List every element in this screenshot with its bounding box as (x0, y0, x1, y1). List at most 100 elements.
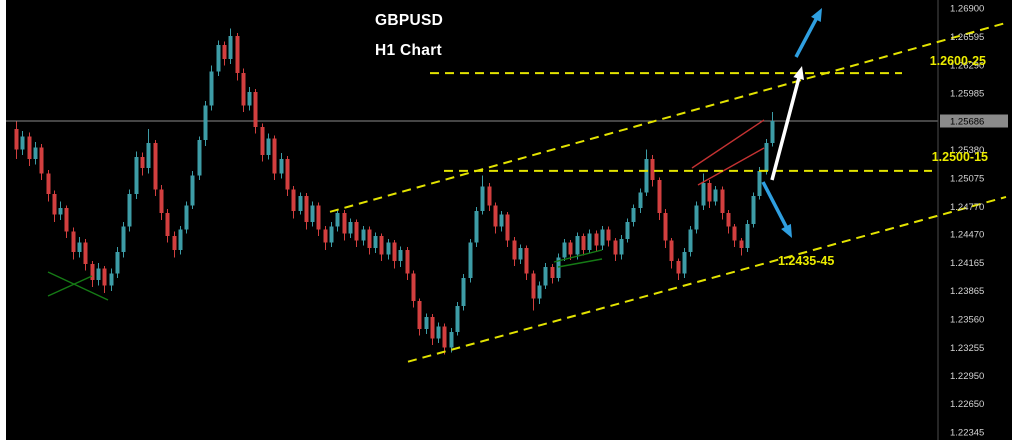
candle-body (354, 222, 359, 241)
candle-body (505, 214, 510, 241)
price-axis-label: 1.23865 (950, 286, 984, 297)
candle-body (543, 266, 548, 286)
projection-up-white-arrow-head (793, 66, 805, 80)
candle-body (386, 242, 391, 255)
candle-body (335, 212, 340, 227)
candle-body (27, 136, 32, 159)
candle-body (568, 242, 573, 255)
candle-body (96, 268, 101, 280)
target-zone-label: 1.2435-45 (778, 254, 835, 268)
resistance-zone-label: 1.2600-25 (929, 54, 986, 68)
candle-body (720, 189, 725, 213)
candle-body (33, 147, 38, 159)
candle-body (631, 208, 636, 223)
candle-body (581, 236, 586, 251)
candle-body (411, 273, 416, 302)
candle-body (127, 194, 132, 227)
candle-body (178, 229, 183, 251)
candle-body (115, 251, 120, 274)
candle-body (764, 142, 769, 171)
candle-body (562, 242, 567, 258)
chart-title: GBPUSD H1 Chart (375, 6, 443, 66)
candle-body (694, 205, 699, 230)
bid-price-label: 1.25686 (950, 116, 984, 127)
candle-body (373, 236, 378, 249)
candle-body (405, 250, 410, 274)
annotation-line (697, 147, 765, 186)
candle-body (247, 91, 252, 106)
candle-body (241, 73, 246, 106)
candle-body (83, 242, 88, 264)
candle-body (575, 236, 580, 255)
annotation-line (553, 249, 603, 263)
candle-body (71, 231, 76, 252)
channel-upper-line (329, 21, 1007, 213)
candle-body (518, 248, 523, 260)
candle-body (260, 127, 265, 156)
candle-body (606, 229, 611, 241)
candle-body (348, 222, 353, 234)
candle-body (537, 285, 542, 299)
candle-body (556, 257, 561, 278)
candle-body (329, 226, 334, 243)
candle-body (228, 35, 233, 60)
candle-body (367, 229, 372, 249)
candle-body (266, 138, 271, 156)
price-axis-label: 1.22650 (950, 399, 984, 410)
candle-body (449, 331, 454, 348)
candle-body (159, 189, 164, 213)
candle-body (20, 136, 25, 150)
annotation-line (691, 119, 765, 169)
candle-body (461, 277, 466, 306)
candle-body (474, 210, 479, 243)
candle-body (707, 182, 712, 202)
candle-body (657, 180, 662, 213)
candle-body (531, 273, 536, 299)
candle-body (222, 45, 227, 60)
pattern-annotations (47, 119, 765, 301)
price-axis-label: 1.23255 (950, 343, 984, 354)
candle-body (550, 266, 555, 278)
chart-symbol: GBPUSD (375, 12, 444, 29)
candle-body (587, 233, 592, 251)
candle-body (279, 158, 284, 174)
candle-body (310, 205, 315, 223)
candle-body (701, 182, 706, 206)
chart-timeframe: H1 Chart (375, 42, 442, 59)
candle-body (298, 196, 303, 211)
candle-body (619, 238, 624, 255)
candle-body (52, 194, 57, 215)
candle-body (487, 186, 492, 206)
breakout-up-blue-arrow-shaft (794, 16, 819, 58)
candle-body (39, 147, 44, 174)
chart-canvas[interactable]: 1.269001.265951.262901.259851.253801.250… (6, 0, 1012, 440)
chart-window: 1.26900 1.26595 1.26290 1.25985 1.25380 1.250… (6, 0, 1012, 440)
price-axis[interactable]: 1.26900 1.26595 1.26290 1.25985 1.25380 1.250… (940, 4, 1008, 439)
candle-body (600, 229, 605, 246)
candle-body (253, 91, 258, 128)
annotation-line (47, 271, 109, 301)
candle-body (235, 35, 240, 74)
candle-body (688, 229, 693, 252)
candle-body (153, 142, 158, 190)
candle-body (272, 138, 277, 174)
candle-body (480, 186, 485, 211)
candle-body (14, 129, 19, 150)
price-axis-label: 1.24470 (950, 230, 984, 241)
candle-body (140, 156, 145, 169)
candle-body (455, 305, 460, 332)
candle-body (323, 229, 328, 243)
candle-body (197, 140, 202, 176)
candle-body (524, 248, 529, 274)
candle-body (121, 226, 126, 252)
price-axis-label: 1.25985 (950, 89, 984, 100)
candle-body (58, 208, 63, 215)
candle-body (625, 222, 630, 239)
candle-body (216, 45, 221, 72)
candle-body (316, 205, 321, 230)
channel-lower-line (407, 195, 1007, 363)
annotation-line (47, 275, 93, 297)
price-axis-label: 1.25380 (950, 145, 984, 156)
candle-body (669, 240, 674, 262)
candle-body (146, 142, 151, 169)
